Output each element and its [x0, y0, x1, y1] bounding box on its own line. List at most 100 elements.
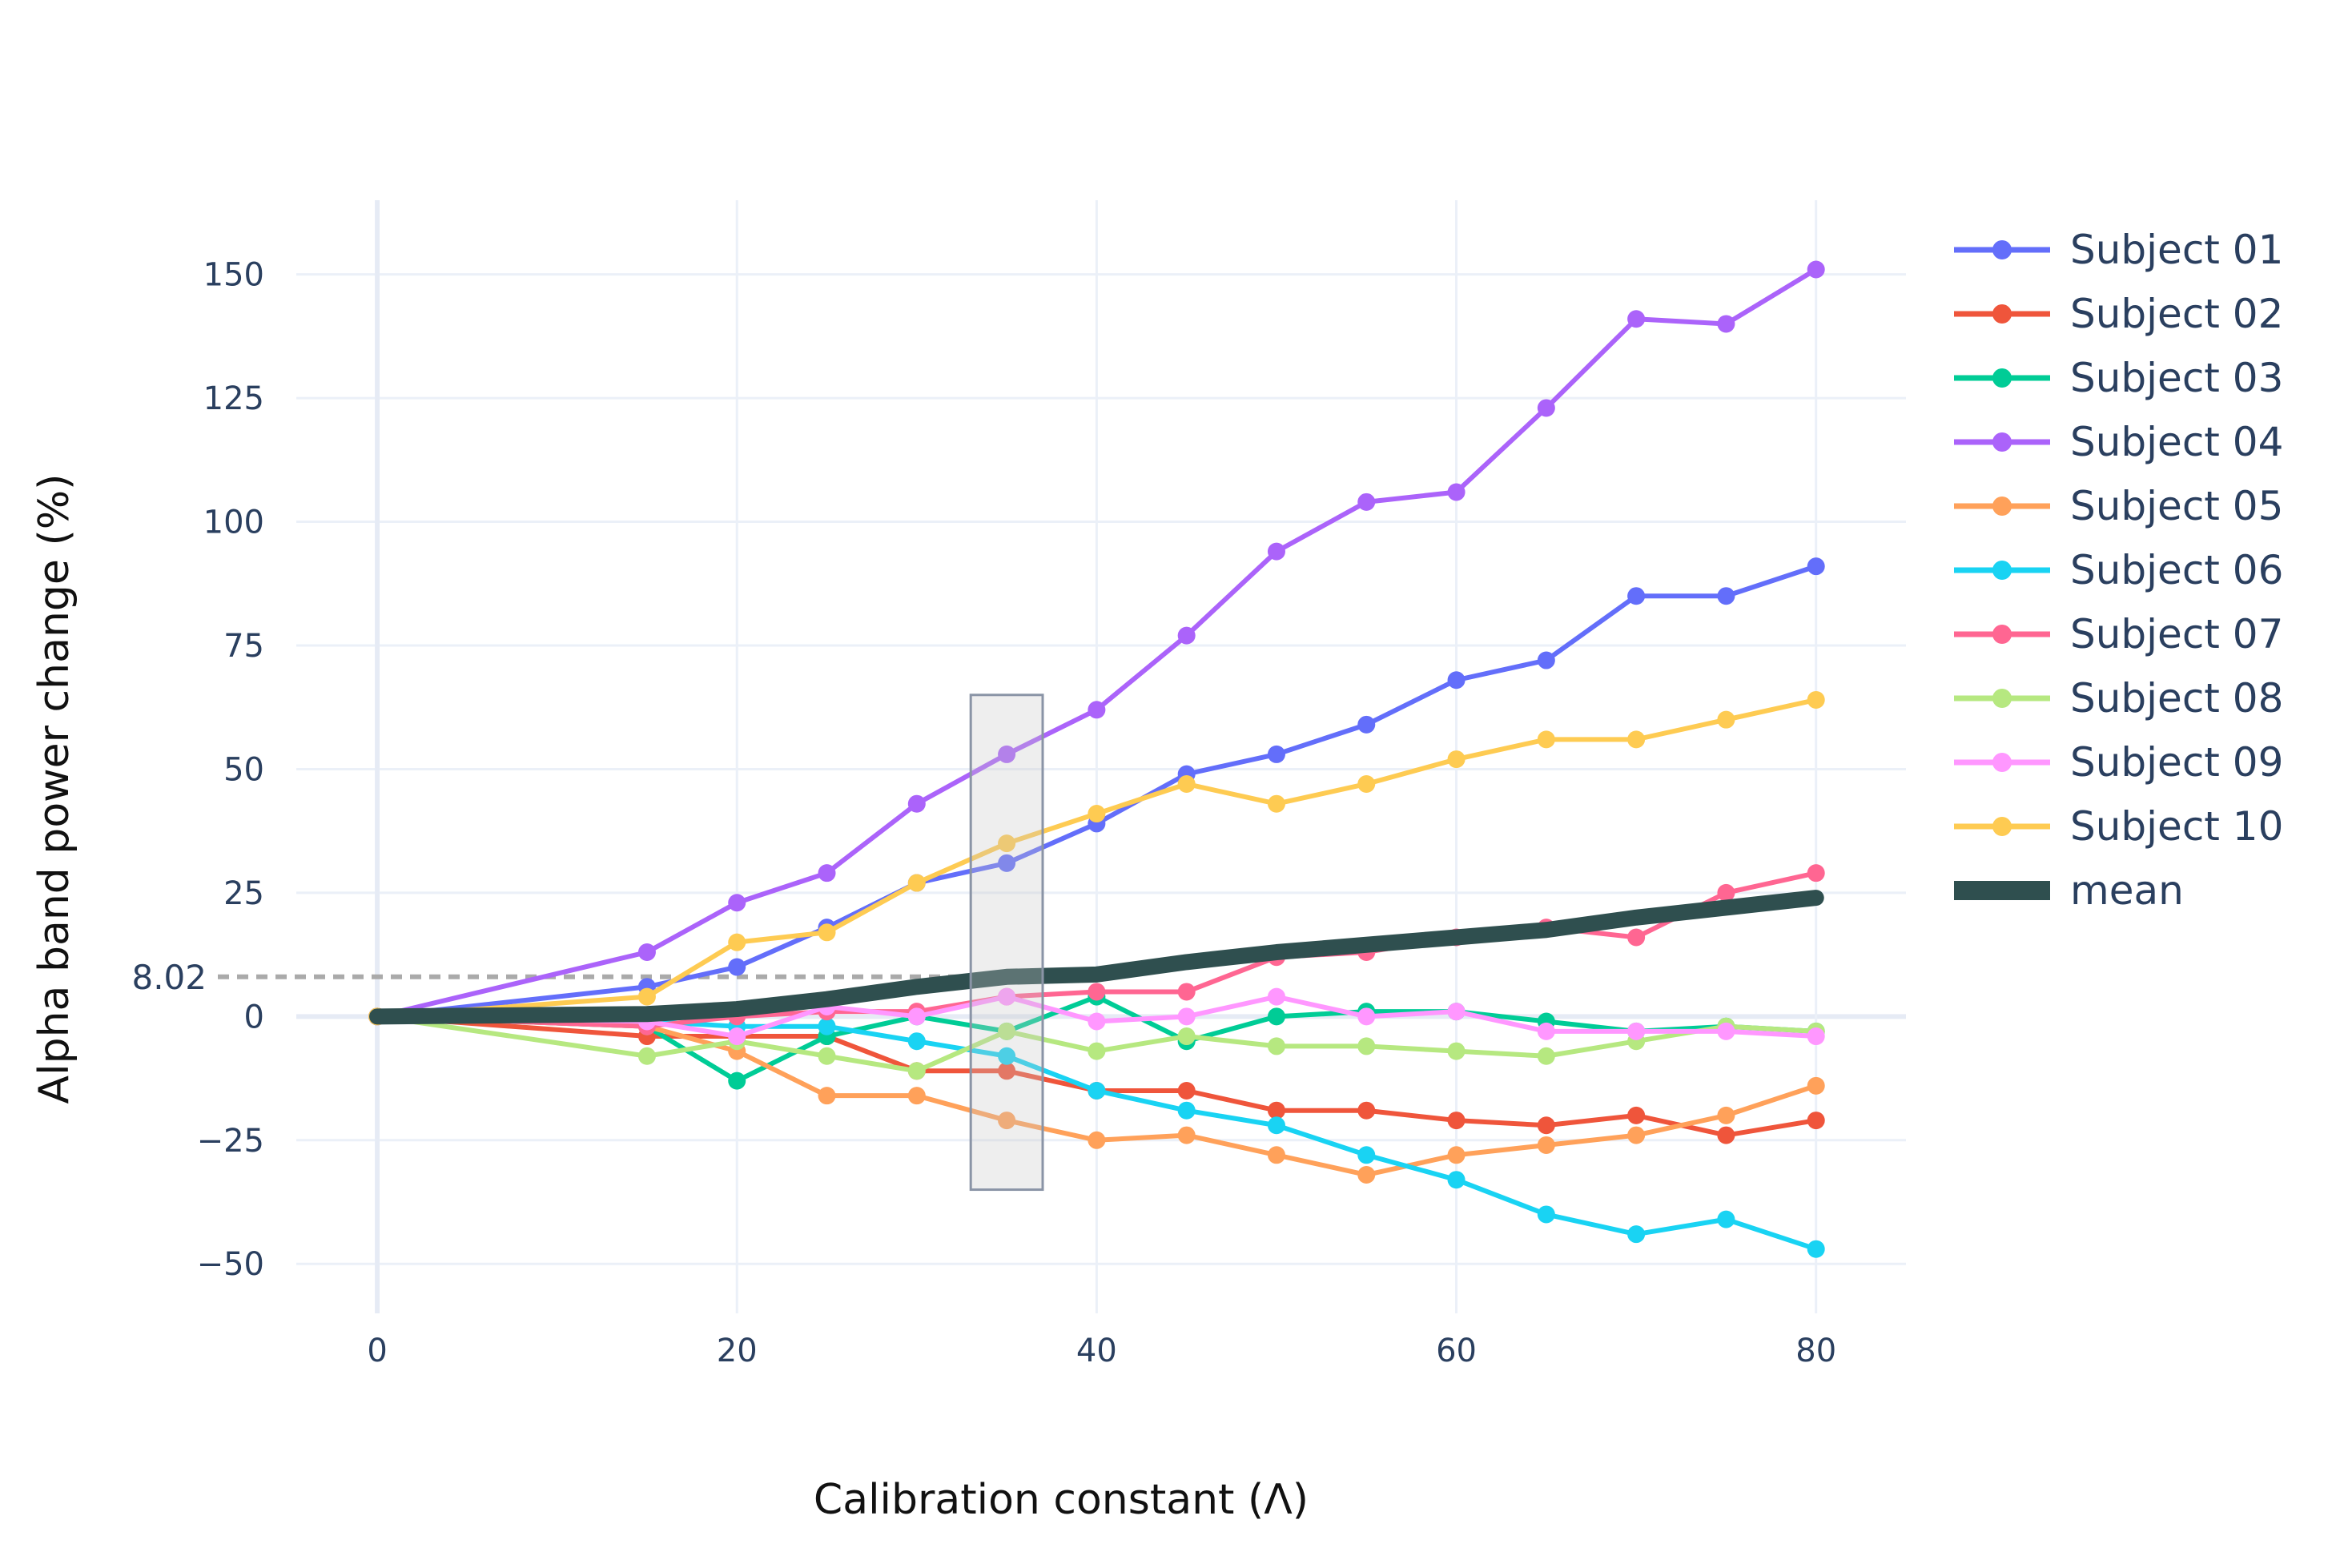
legend-item: mean [1954, 867, 2184, 914]
data-point [998, 1022, 1016, 1040]
legend-label: Subject 10 [2070, 803, 2283, 850]
legend-label: Subject 08 [2070, 675, 2283, 722]
data-point [818, 864, 836, 883]
data-point [998, 987, 1016, 1006]
data-point [1627, 1126, 1646, 1144]
data-point [1807, 1076, 1825, 1095]
data-point [1717, 1022, 1735, 1040]
data-point [1717, 710, 1735, 729]
legend-item: Subject 08 [1954, 675, 2283, 722]
y-tick-label: 0 [244, 999, 264, 1035]
data-point [1177, 983, 1196, 1001]
data-point [1267, 1146, 1285, 1164]
data-point [637, 1047, 656, 1065]
data-point [1537, 1136, 1555, 1154]
data-point [998, 745, 1016, 763]
legend-item: Subject 02 [1954, 291, 2283, 337]
y-tick-label: −25 [197, 1123, 264, 1160]
data-point [907, 874, 926, 892]
data-point [1807, 1112, 1825, 1130]
data-point [728, 894, 746, 912]
data-point [1447, 1003, 1466, 1021]
data-point [998, 1112, 1016, 1130]
y-tick-label: 125 [203, 380, 264, 417]
legend-marker [1992, 561, 2012, 580]
data-point [818, 923, 836, 942]
data-point [818, 1087, 836, 1105]
data-point [1177, 626, 1196, 645]
data-point [1357, 1007, 1376, 1026]
data-point [1267, 1101, 1285, 1120]
legend-label: Subject 03 [2070, 355, 2283, 401]
data-point [1447, 750, 1466, 769]
data-point [1717, 587, 1735, 605]
legend-marker [1992, 304, 2012, 324]
data-point [1177, 1027, 1196, 1046]
legend-item: Subject 09 [1954, 739, 2283, 786]
legend-item: Subject 07 [1954, 611, 2283, 657]
data-point [1088, 1042, 1106, 1060]
series-4 [368, 260, 1825, 1026]
highlight-box [969, 694, 1044, 1192]
data-point [1537, 1116, 1555, 1135]
data-point [1088, 983, 1106, 1001]
data-point [907, 1062, 926, 1080]
legend-item: Subject 06 [1954, 547, 2283, 593]
data-point [1177, 1007, 1196, 1026]
data-point [1447, 483, 1466, 501]
data-point [1717, 883, 1735, 902]
data-point [1807, 557, 1825, 576]
data-point [1267, 1116, 1285, 1135]
series-layer [368, 260, 1825, 1258]
data-point [1447, 1112, 1466, 1130]
legend-marker [1992, 432, 2012, 452]
data-point [1357, 1146, 1376, 1164]
data-point [637, 987, 656, 1006]
data-point [1717, 1106, 1735, 1124]
legend-label: Subject 02 [2070, 291, 2283, 337]
data-point [1627, 730, 1646, 749]
data-point [1267, 745, 1285, 763]
data-point [998, 854, 1016, 872]
legend-label: Subject 01 [2070, 227, 2283, 273]
data-point [1537, 651, 1555, 669]
data-point [998, 834, 1016, 853]
x-axis-title: Calibration constant (Λ) [814, 1476, 1309, 1524]
data-point [1088, 805, 1106, 823]
data-point [1267, 1007, 1285, 1026]
data-point [1717, 1126, 1735, 1144]
y-axis-title: Alpha band power change (%) [30, 474, 78, 1104]
data-point [818, 1047, 836, 1065]
data-point [1627, 1106, 1646, 1124]
legend-label: Subject 07 [2070, 611, 2283, 657]
data-point [1357, 1037, 1376, 1055]
data-point [1627, 1022, 1646, 1040]
x-tick-label: 20 [717, 1333, 758, 1369]
data-point [1537, 730, 1555, 749]
data-point [907, 1007, 926, 1026]
legend-label: Subject 04 [2070, 419, 2283, 465]
legend-item: Subject 05 [1954, 483, 2283, 529]
x-tick-label: 60 [1436, 1333, 1477, 1369]
x-tick-label: 80 [1795, 1333, 1836, 1369]
data-point [1357, 715, 1376, 734]
data-point [1267, 794, 1285, 813]
data-point [1357, 1101, 1376, 1120]
series-line [369, 890, 1824, 1025]
legend-label: mean [2070, 867, 2184, 914]
data-point [1088, 1082, 1106, 1100]
legend-marker [1992, 625, 2012, 644]
data-point [818, 1017, 836, 1035]
data-point [1357, 493, 1376, 511]
legend-marker [1992, 240, 2012, 259]
y-tick-label: 75 [223, 628, 264, 665]
data-point [1357, 1166, 1376, 1184]
legend-label: Subject 05 [2070, 483, 2283, 529]
legend-label: Subject 06 [2070, 547, 2283, 593]
legend-marker [1992, 817, 2012, 836]
data-point [907, 794, 926, 813]
data-point [998, 1062, 1016, 1080]
reference-line-label: 8.02 [131, 958, 207, 997]
